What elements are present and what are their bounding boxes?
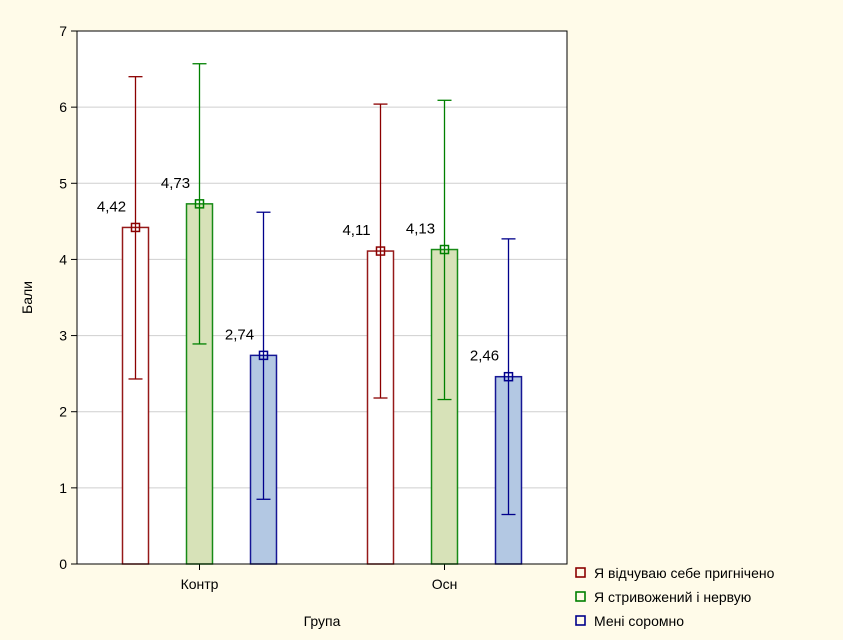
- data-label: 2,74: [225, 326, 254, 343]
- legend-swatch: [575, 591, 586, 602]
- mean-marker: [258, 350, 269, 361]
- y-tick-label: 7: [59, 23, 67, 39]
- mean-marker: [375, 246, 386, 256]
- y-tick-label: 0: [59, 556, 67, 572]
- data-label: 4,11: [342, 222, 370, 239]
- legend-swatch: [575, 567, 586, 578]
- x-tick-label: Осн: [432, 576, 458, 592]
- x-tick-label: Контр: [181, 576, 219, 592]
- data-label: 4,13: [406, 221, 435, 238]
- y-tick-label: 2: [59, 404, 67, 420]
- y-tick-label: 6: [59, 99, 67, 115]
- legend-label: Я відчуваю себе пригнічено: [594, 565, 775, 581]
- mean-marker: [503, 371, 514, 382]
- data-label: 2,46: [470, 348, 499, 365]
- y-tick-label: 3: [59, 328, 67, 344]
- y-tick-label: 4: [59, 251, 67, 267]
- legend-label: Я стривожений і нервую: [594, 589, 751, 605]
- mean-marker: [439, 244, 450, 255]
- data-label: 4,73: [161, 175, 190, 192]
- mean-marker: [130, 222, 141, 233]
- legend-swatch: [575, 615, 586, 626]
- x-axis-label: Група: [304, 613, 341, 629]
- legend-label: Мені соромно: [594, 613, 684, 629]
- plot-frame: [76, 30, 568, 565]
- y-tick-label: 1: [59, 480, 67, 496]
- y-axis-label: Бали: [19, 281, 35, 314]
- mean-marker: [194, 199, 205, 209]
- plot-area: [77, 31, 567, 564]
- y-tick-label: 5: [59, 175, 67, 191]
- data-label: 4,42: [97, 198, 126, 215]
